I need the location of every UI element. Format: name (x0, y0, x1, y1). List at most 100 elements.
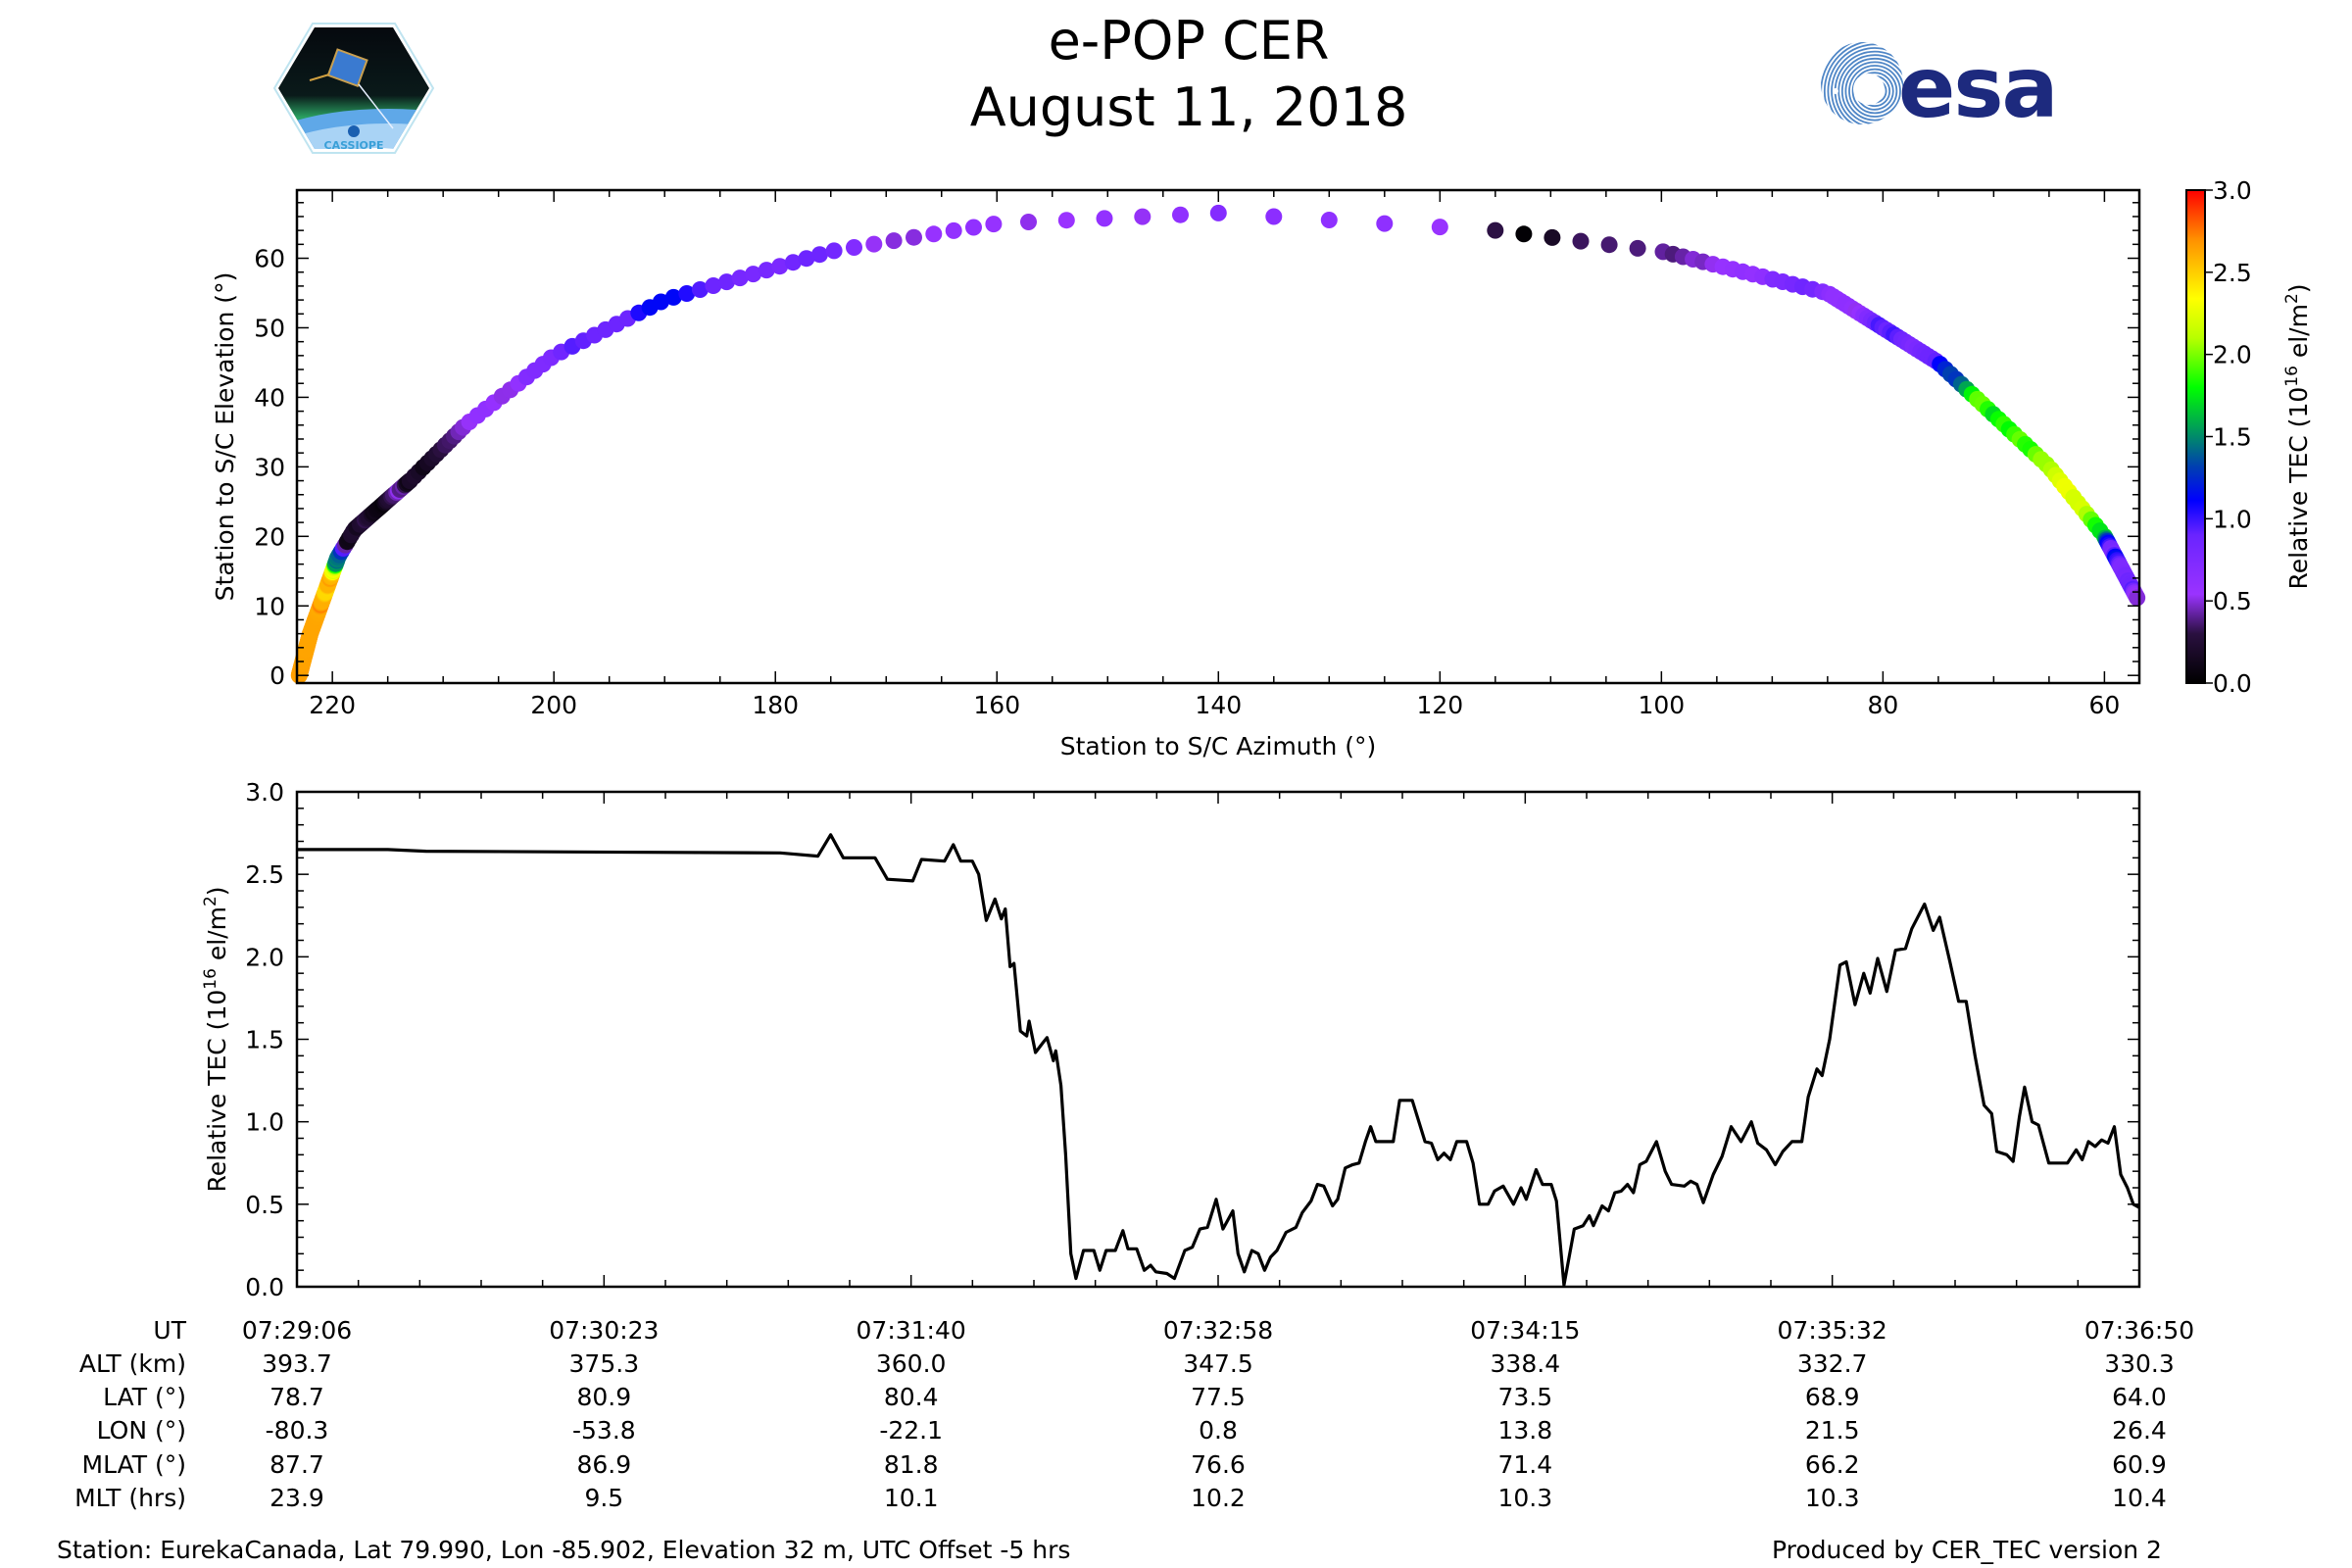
table-cell: 347.5 (1183, 1349, 1253, 1378)
y-tick-label: 1.0 (245, 1108, 284, 1137)
esa-logo-text: esa (1898, 39, 2057, 132)
table-cell: 64.0 (2112, 1383, 2167, 1411)
scatter-point (825, 242, 843, 260)
colorbar-tick-label: 1.5 (2213, 423, 2252, 452)
x-tick-label: 60 (2088, 691, 2120, 719)
colorbar-tick-label: 1.0 (2213, 505, 2252, 533)
scatter-point (798, 250, 815, 268)
scatter-point (1600, 236, 1618, 254)
scatter-point (2129, 589, 2146, 607)
table-cell: 10.3 (1497, 1484, 1553, 1512)
x-tick-label: 100 (1638, 691, 1685, 719)
x-tick-label: 220 (309, 691, 356, 719)
elevation-azimuth-plot: 220 200 180 160 140 120 100 80 60 0 10 20 30 40 50 60 St… (211, 188, 2146, 760)
scatter-point (965, 219, 982, 236)
table-cell: -53.8 (571, 1416, 636, 1445)
esa-stripe (1831, 47, 1903, 124)
table-cell: 66.2 (1804, 1450, 1860, 1479)
scatter-point (1057, 212, 1075, 229)
table-cell: 330.3 (2104, 1349, 2175, 1378)
plot-frame (295, 188, 2141, 685)
table-cell: 80.4 (883, 1383, 939, 1411)
scatter-point (1134, 208, 1152, 225)
table-cell: 10.2 (1191, 1484, 1246, 1512)
time-tick-label: 07:31:40 (856, 1316, 966, 1345)
y-tick-label: 0.0 (245, 1273, 284, 1301)
scatter-point (1172, 206, 1189, 223)
time-tick-label: 07:35:32 (1777, 1316, 1887, 1345)
scatter-point (945, 221, 962, 239)
table-cell: 332.7 (1796, 1349, 1868, 1378)
y-tick-label: 30 (254, 453, 285, 481)
row-label: MLAT (°) (81, 1450, 186, 1479)
scatter-point (664, 288, 682, 306)
row-label: MLT (hrs) (74, 1484, 186, 1512)
time-tick-label: 07:29:06 (241, 1316, 353, 1345)
label-superscript: 2 (201, 896, 220, 906)
colorbar-tick-label: 2.0 (2213, 341, 2252, 369)
esa-stripe (1851, 68, 1898, 115)
tec-colorbar: 0.0 0.5 1.0 1.5 2.0 2.5 3.0 Relative TEC (1016 … (2185, 176, 2313, 698)
table-cell: 13.8 (1497, 1416, 1553, 1445)
y-tick-label: 3.0 (245, 778, 284, 807)
table-cell: 10.1 (883, 1484, 939, 1512)
table-cell: 393.7 (262, 1349, 332, 1378)
colorbar-tick-label: 0.5 (2213, 587, 2252, 615)
scatter-point (885, 232, 903, 250)
esa-logo: esa (1821, 39, 2059, 132)
x-tick-label: 80 (1867, 691, 1898, 719)
scatter-point (652, 293, 669, 311)
time-tick-label: 07:36:50 (2083, 1316, 2195, 1345)
y-axis-label: Relative TEC (1016 el/m2) (201, 886, 231, 1192)
scatter-point (1376, 215, 1394, 232)
scatter-point (1265, 208, 1283, 225)
table-cell: 78.7 (270, 1383, 324, 1411)
table-cell: -22.1 (879, 1416, 943, 1445)
esa-stripe (1838, 54, 1903, 124)
scatter-point (731, 270, 749, 287)
scatter-point (925, 225, 943, 243)
label-text: ) (203, 886, 231, 896)
cassiope-logo-text: CASSIOPE (324, 139, 384, 152)
x-axis-label: Station to S/C Azimuth (°) (1060, 732, 1377, 760)
table-cell: 21.5 (1804, 1416, 1860, 1445)
label-superscript: 16 (201, 968, 220, 990)
table-cell: 77.5 (1191, 1383, 1246, 1411)
esa-stripe (1848, 65, 1901, 118)
table-cell: 73.5 (1497, 1383, 1553, 1411)
y-tick-label: 0 (270, 662, 285, 690)
scatter-point (784, 254, 802, 271)
table-cell: 375.3 (568, 1349, 640, 1378)
table-cell: 86.9 (576, 1450, 632, 1479)
table-cell: 23.9 (270, 1484, 324, 1512)
y-tick-label: 60 (254, 245, 285, 273)
scatter-point (865, 235, 883, 253)
scatter-point (758, 262, 775, 279)
time-tick-label: 07:30:23 (549, 1316, 660, 1345)
scatter-point (1020, 214, 1037, 230)
x-tick-label: 160 (973, 691, 1020, 719)
y-tick-label: 1.5 (245, 1026, 284, 1054)
scatter-point (1096, 210, 1113, 227)
y-tick-label: 10 (254, 592, 285, 620)
table-cell: 26.4 (2112, 1416, 2167, 1445)
table-cell: 338.4 (1490, 1349, 1561, 1378)
scatter-point (705, 277, 722, 294)
y-tick-label: 40 (254, 383, 285, 412)
scatter-point (1572, 232, 1590, 250)
table-cell: 87.7 (270, 1450, 324, 1479)
colorbar-tick-label: 3.0 (2213, 176, 2252, 205)
x-tick-label: 200 (530, 691, 577, 719)
table-cell: 81.8 (883, 1450, 939, 1479)
y-axis-label: Station to S/C Elevation (°) (211, 272, 239, 602)
figure-title: e-POP CER (1048, 10, 1330, 72)
x-tick-label: 180 (752, 691, 799, 719)
table-cell: 9.5 (584, 1484, 624, 1512)
y-tick-label: 50 (254, 314, 285, 342)
label-text: el/m (203, 906, 231, 968)
esa-stripe (1844, 61, 1903, 122)
table-cell: 0.8 (1199, 1416, 1238, 1445)
figure-date: August 11, 2018 (969, 76, 1408, 138)
label-text: el/m (2284, 304, 2313, 366)
